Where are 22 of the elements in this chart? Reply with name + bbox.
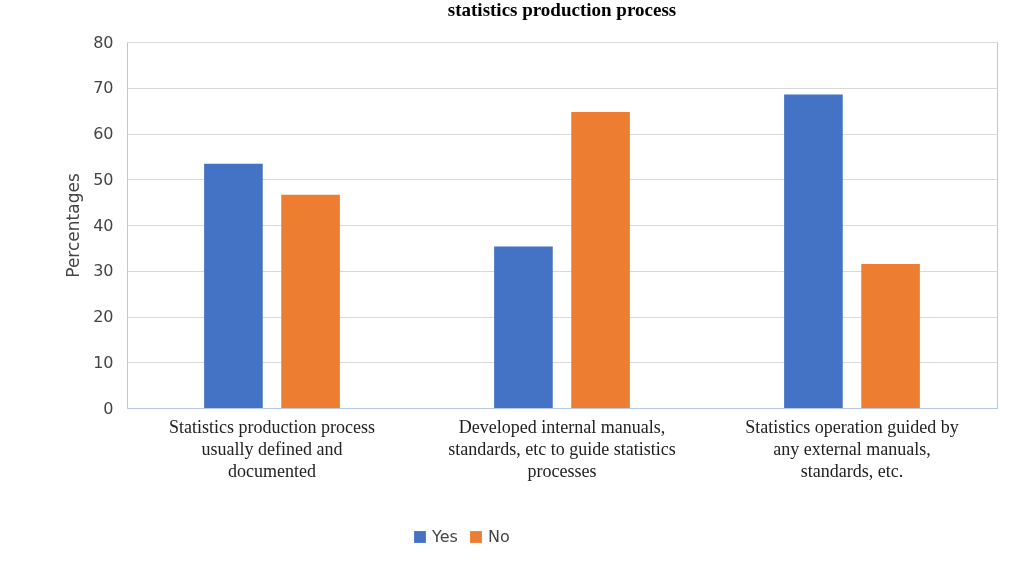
y-tick-label: 30	[93, 261, 114, 281]
y-tick-label: 40	[93, 215, 114, 235]
chart-title: statistics production process	[447, 0, 677, 20]
y-tick-label: 50	[93, 169, 114, 189]
y-axis-title: Percentages	[63, 173, 84, 278]
legend-label: Yes	[431, 527, 458, 546]
y-tick-label: 60	[93, 124, 114, 143]
x-tick-label: Developed internal manuals, standards, etc to guide statistics processes	[448, 416, 676, 481]
bar	[861, 263, 920, 408]
x-tick-label: Statistics operation guided by any external manuals, standards, etc.	[745, 416, 959, 481]
bar	[784, 94, 843, 408]
bar	[571, 112, 630, 408]
legend-label: No	[488, 527, 510, 546]
x-tick-label: Statistics production process usually defined and documented	[169, 416, 375, 481]
bar	[494, 246, 553, 408]
y-tick-label: 70	[93, 78, 114, 98]
bar	[204, 163, 263, 408]
y-tick-label: 0	[103, 398, 114, 418]
y-tick-label: 10	[93, 352, 114, 372]
y-tick-label: 80	[93, 32, 114, 52]
y-tick-label: 20	[93, 307, 114, 326]
bar	[281, 194, 340, 408]
